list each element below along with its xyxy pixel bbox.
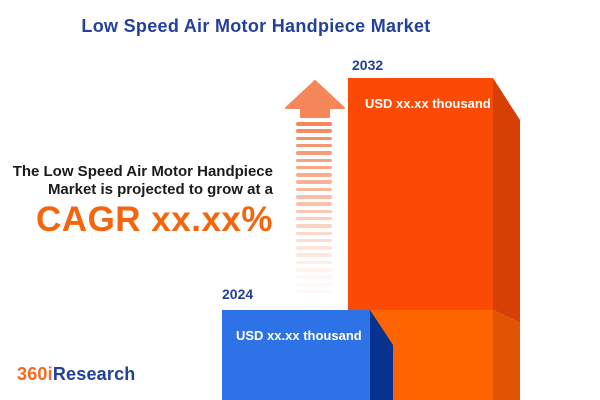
arrow-dash (296, 289, 332, 294)
arrow-dash (296, 231, 332, 236)
arrow-dash (296, 195, 332, 199)
page-title: Low Speed Air Motor Handpiece Market (81, 16, 431, 36)
arrow-dash (296, 209, 332, 214)
bar-2032-side-face (493, 78, 520, 400)
bar-2032-side-upper (493, 78, 520, 323)
bar-2024-front (222, 310, 370, 400)
arrow-dash (296, 260, 332, 265)
logo-360i: 360i (17, 364, 53, 384)
arrow-dash (296, 173, 332, 177)
bar-2024-side-face (370, 310, 393, 400)
arrow-dash (296, 275, 332, 279)
headline-line1: The Low Speed Air Motor Handpiece (12, 163, 273, 180)
arrow-dash (296, 136, 332, 141)
arrow-dash (296, 165, 332, 170)
arrow-dash (296, 151, 332, 155)
arrow-dash (296, 253, 332, 257)
bar-2024-value-label: USD xx.xx thousand (236, 328, 362, 343)
arrow-up-icon (285, 80, 345, 118)
headline-line2: Market is projected to grow at a (47, 181, 273, 198)
arrow-dashes (296, 122, 332, 302)
logo-research: Research (52, 364, 136, 384)
arrow-dash (296, 268, 332, 272)
bar-2024-side (370, 310, 393, 400)
bar-2032-value-label: USD xx.xx thousand (365, 96, 491, 111)
arrow-dash (296, 187, 332, 192)
bar-2024-year-label: 2024 (222, 286, 254, 302)
arrow-dash (296, 246, 332, 250)
arrow-dash (296, 216, 332, 221)
bar-2032-front-upper (348, 78, 493, 310)
logo: 360iResearch (17, 364, 136, 385)
arrow-dash (296, 122, 332, 126)
arrow-dash (296, 180, 332, 184)
bar-2032-side-lower (493, 310, 520, 400)
arrow-dash (296, 238, 332, 243)
arrow-dash (296, 129, 332, 133)
arrow-dash (296, 143, 332, 148)
arrow-dash (296, 224, 332, 228)
arrow-dash (296, 202, 332, 206)
bar-2032-year-label: 2032 (352, 57, 384, 73)
growth-arrow-head-icon (285, 80, 345, 118)
arrow-dash (296, 282, 332, 287)
cagr-text: CAGR xx.xx% (36, 200, 273, 239)
headline-block: The Low Speed Air Motor Handpiece Market… (13, 163, 273, 239)
arrow-dash (296, 158, 332, 163)
